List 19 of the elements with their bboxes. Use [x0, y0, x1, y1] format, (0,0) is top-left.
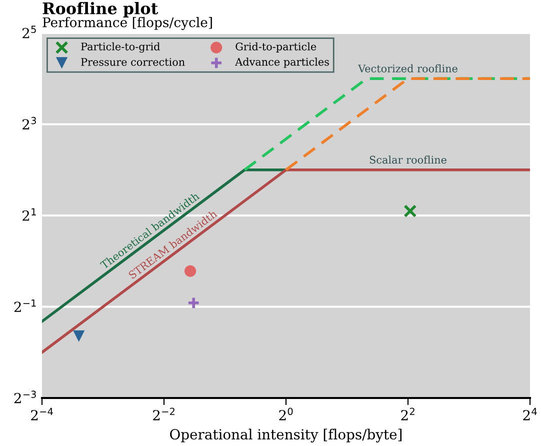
chart-title: Roofline plot — [42, 2, 158, 18]
legend-label: Pressure correction — [81, 58, 185, 66]
y-axis-title: Performance [flops/cycle] — [42, 17, 212, 30]
annotation: Scalar roofline — [370, 156, 446, 164]
x-tick-label: 2$^{−2}$ — [153, 408, 174, 420]
y-tick-label: 2$^{−1}$ — [14, 300, 36, 312]
legend-label: Grid-to-particle — [236, 42, 316, 52]
y-tick-label: 2$^{5}$ — [22, 26, 36, 38]
legend-label: Advance particles — [235, 58, 329, 68]
y-tick-label: 2$^{1}$ — [22, 208, 36, 221]
y-tick-label: 2$^{−3}$ — [14, 390, 36, 404]
y-tick-label: 2$^{3}$ — [22, 116, 36, 130]
x-axis-title: Operational intensity [flops/byte] — [170, 428, 402, 442]
legend-label: Particle-to-grid — [81, 42, 160, 53]
x-tick-label: 2$^{2}$ — [401, 408, 414, 420]
x-tick-label: 2$^{−4}$ — [31, 408, 53, 420]
annotation: Vectorized roofline — [358, 64, 458, 72]
x-tick-label: 2$^{0}$ — [279, 408, 293, 420]
x-tick-label: 2$^{4}$ — [523, 408, 537, 420]
